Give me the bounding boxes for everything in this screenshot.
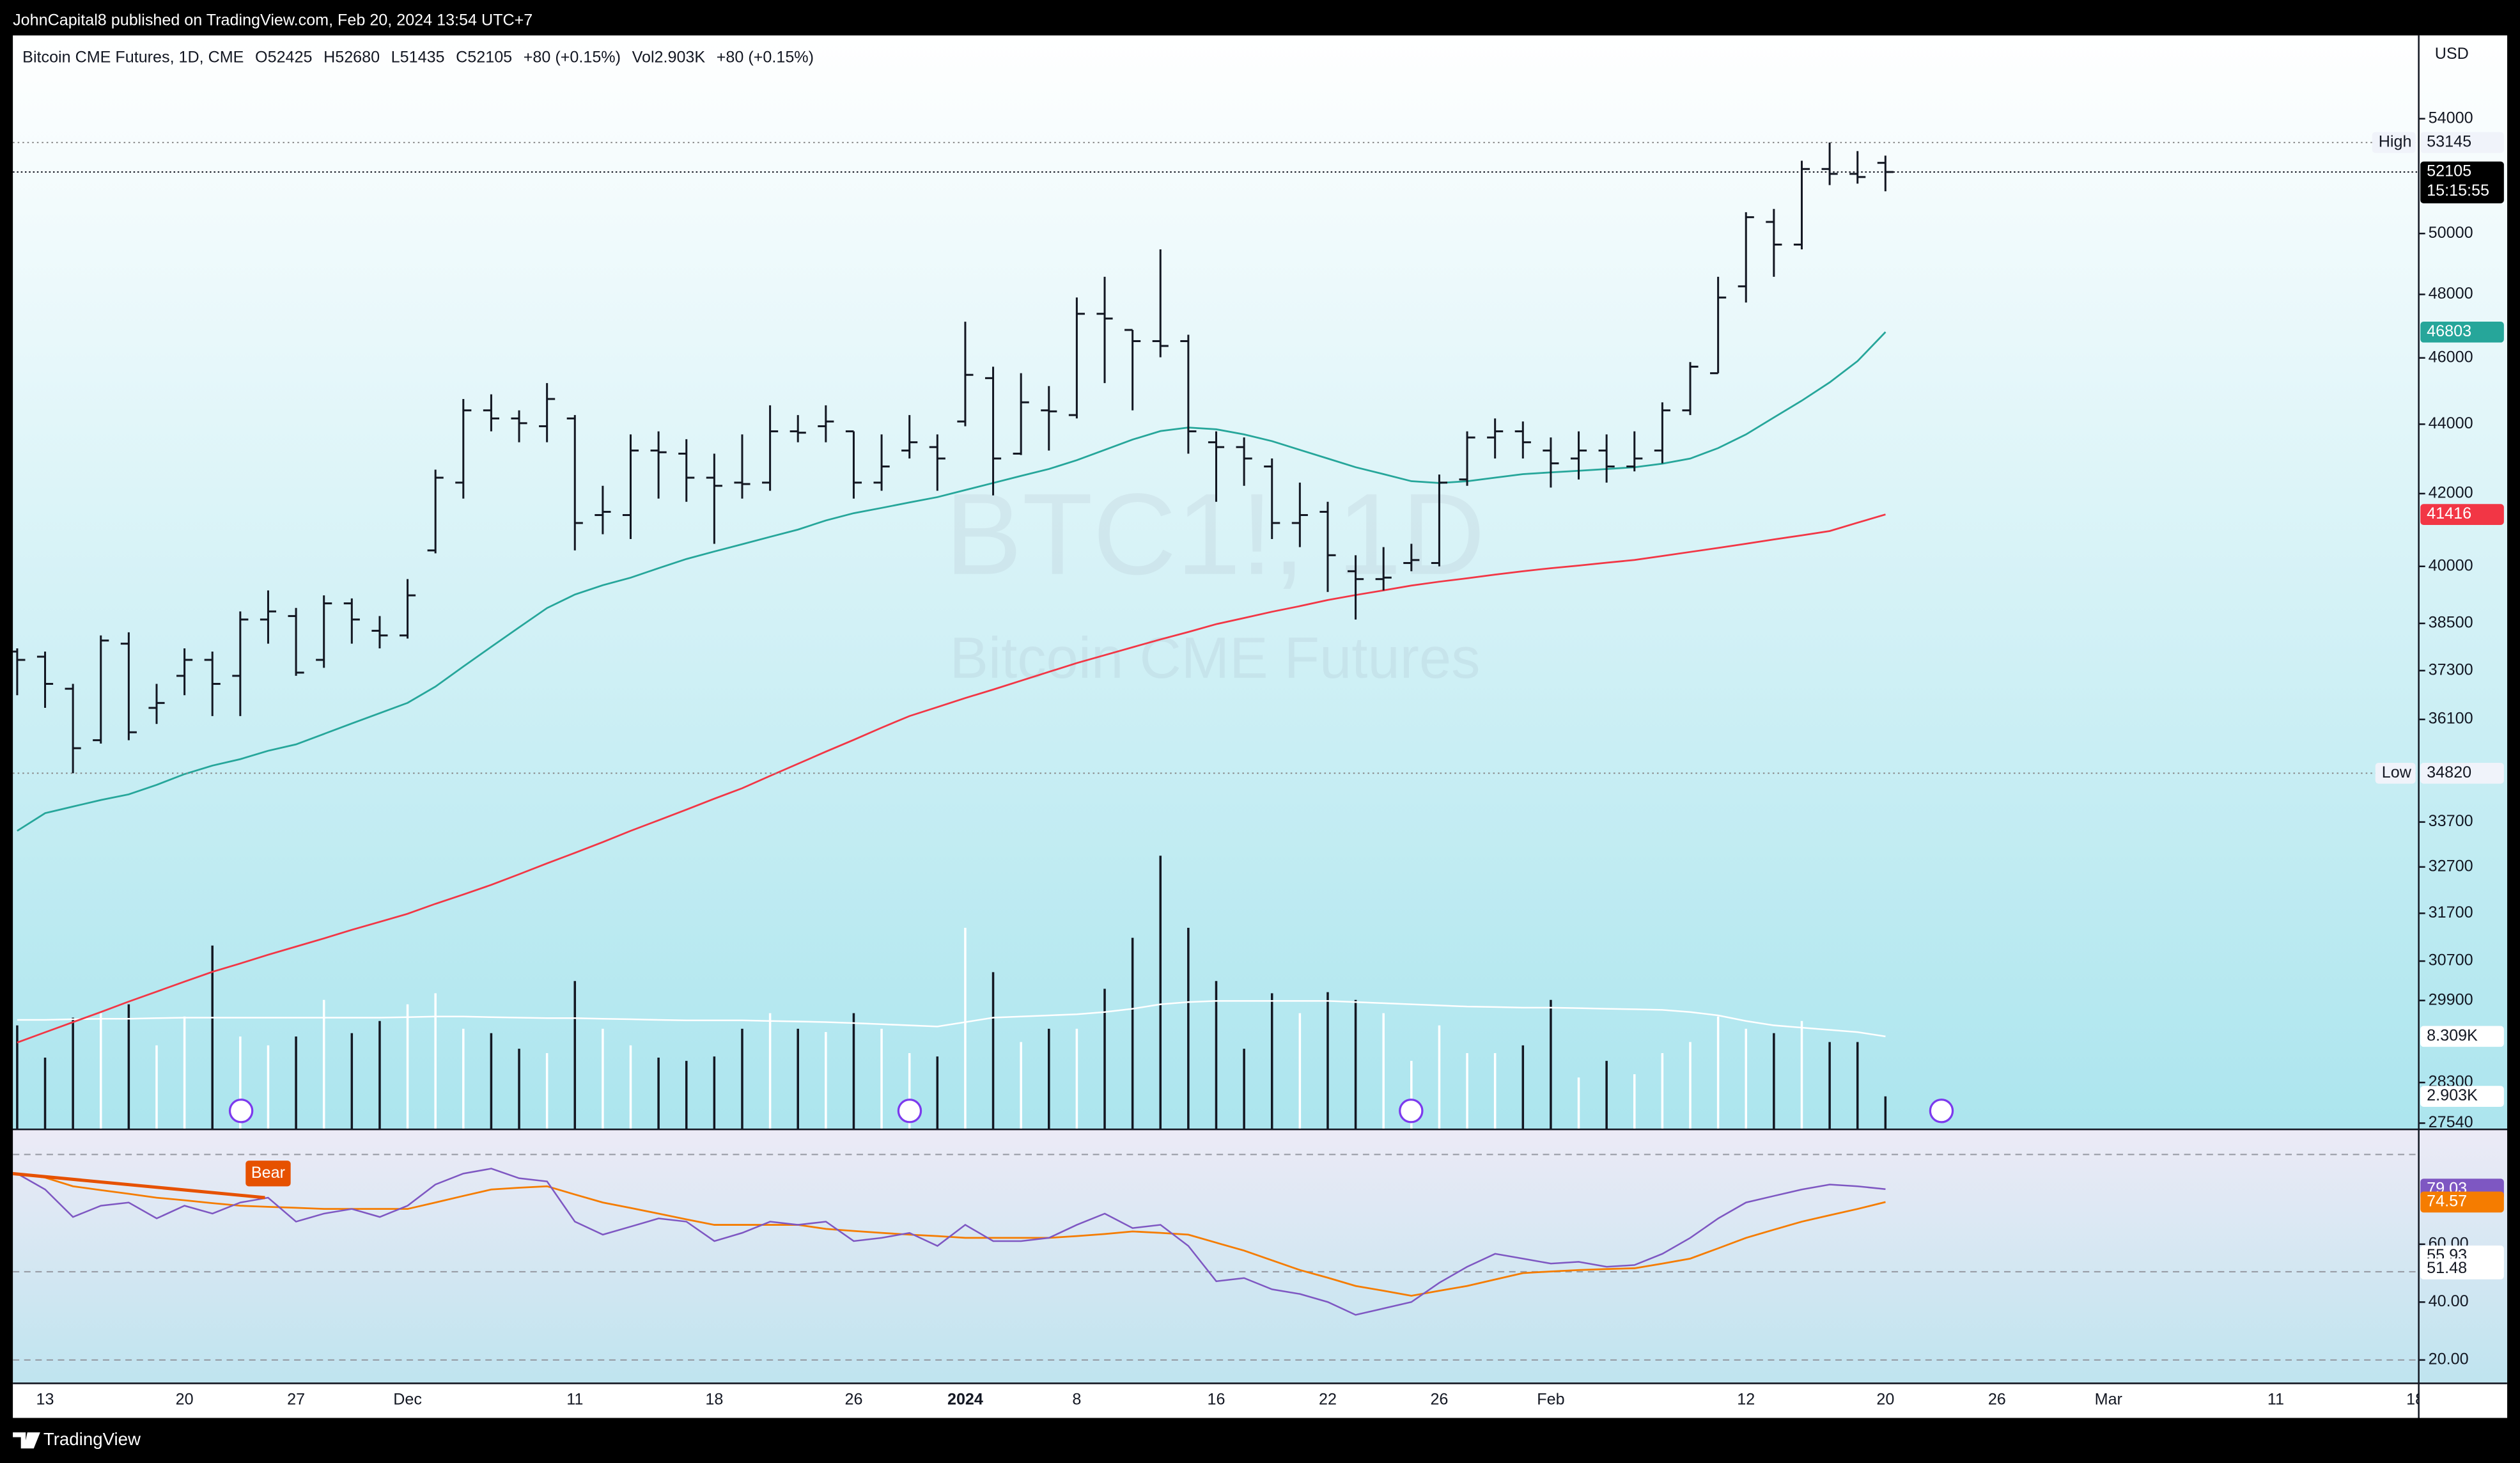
x-tick-label: 26 bbox=[1430, 1390, 1448, 1408]
event-icons bbox=[228, 1099, 1954, 1123]
volume-ma-value: 8.309K bbox=[2427, 1026, 2478, 1044]
rsi-ma-value-box bbox=[2420, 1191, 2504, 1213]
high-label: High bbox=[2379, 133, 2412, 151]
y-tick-label: 37300 bbox=[2429, 661, 2473, 678]
legend-item: +80 (+0.15%) bbox=[524, 48, 621, 66]
y-tick-label: 42000 bbox=[2429, 484, 2473, 502]
ma-slow-value: 41416 bbox=[2427, 505, 2471, 522]
legend-item: Bitcoin CME Futures, 1D, CME bbox=[22, 48, 244, 66]
low-value-box bbox=[2420, 762, 2504, 784]
x-tick-label: 16 bbox=[1208, 1390, 1225, 1408]
price-axis bbox=[2418, 35, 2507, 1129]
x-tick-label: Dec bbox=[393, 1390, 422, 1408]
x-tick-label: 27 bbox=[287, 1390, 305, 1408]
rsi-ma bbox=[17, 1172, 1886, 1297]
watermark-symbol: BTC1!, 1D bbox=[945, 470, 1485, 599]
legend-item: H52680 bbox=[323, 48, 380, 66]
x-tick-label: 2024 bbox=[947, 1390, 983, 1408]
tv-logo bbox=[13, 1432, 40, 1449]
divergence-line bbox=[13, 1171, 265, 1200]
legend-item: O52425 bbox=[255, 48, 312, 66]
event-icon[interactable] bbox=[1399, 1099, 1424, 1123]
legend-item: L51435 bbox=[391, 48, 445, 66]
annotation-box bbox=[245, 1161, 291, 1187]
y-tick-label: 50000 bbox=[2429, 224, 2473, 242]
x-tick-label: 11 bbox=[2267, 1390, 2284, 1408]
annotation: Bear bbox=[251, 1164, 285, 1182]
y-tick-label: 29900 bbox=[2429, 990, 2473, 1008]
x-axis: 13 20 27 Dec 11 18 26 2024 8 16 22 26 Feb 12 20 26 Mar 11… bbox=[36, 1390, 2425, 1408]
last-price-box bbox=[2420, 161, 2504, 204]
low-value: 34820 bbox=[2427, 763, 2471, 781]
y-tick-label: 44000 bbox=[2429, 414, 2473, 432]
y-axis: 54000 50000 48000 46000 44000 42000 40000 38500… bbox=[2372, 109, 2504, 1368]
y-tick-label: 33700 bbox=[2429, 812, 2473, 830]
x-tick-label: 11 bbox=[566, 1390, 583, 1408]
y-tick-label: 30700 bbox=[2429, 951, 2473, 969]
countdown: 15:15:55 bbox=[2427, 182, 2489, 199]
rsi-tick-label: 20.00 bbox=[2429, 1350, 2469, 1368]
rsi-extra-label-box bbox=[2420, 1258, 2504, 1279]
volume-ma bbox=[17, 1000, 1886, 1038]
axis-corner bbox=[2418, 1382, 2507, 1418]
currency: USD bbox=[2435, 45, 2469, 63]
legend: Bitcoin CME Futures, 1D, CME O52425 H52680… bbox=[22, 48, 814, 66]
rsi-ma-value: 74.57 bbox=[2427, 1193, 2467, 1210]
x-tick-label: 8 bbox=[1072, 1390, 1081, 1408]
high-value: 53145 bbox=[2427, 133, 2471, 151]
x-tick-label: 26 bbox=[1988, 1390, 2006, 1408]
watermark-name: Bitcoin CME Futures bbox=[950, 626, 1481, 691]
x-tick-label: Mar bbox=[2095, 1390, 2122, 1408]
y-tick-label: 36100 bbox=[2429, 710, 2473, 728]
low-label-box bbox=[2375, 762, 2416, 784]
rsi-plot: BearBear bbox=[13, 1154, 2419, 1361]
ma-fast-value-box bbox=[2420, 321, 2504, 343]
volume-ma-value-box bbox=[2420, 1026, 2504, 1047]
ma-fast-value: 46803 bbox=[2427, 322, 2471, 340]
last-price: 52105 bbox=[2427, 162, 2471, 180]
ma-slow bbox=[17, 513, 1886, 1044]
x-tick-label: 26 bbox=[844, 1390, 862, 1408]
footer-brand: TradingView bbox=[43, 1429, 141, 1449]
rsi-line bbox=[17, 1168, 1886, 1316]
volume-value: 2.903K bbox=[2427, 1086, 2478, 1104]
price-plot bbox=[13, 141, 2419, 1129]
y-tick-label: 31700 bbox=[2429, 904, 2473, 921]
main-pane bbox=[13, 35, 2507, 1129]
x-tick-label: 18 bbox=[705, 1390, 723, 1408]
low-label: Low bbox=[2382, 763, 2412, 781]
rsi-extra-label: 51.48 bbox=[2427, 1259, 2467, 1277]
x-tick-label: 20 bbox=[176, 1390, 194, 1408]
legend-item: C52105 bbox=[456, 48, 512, 66]
y-tick-label: 40000 bbox=[2429, 556, 2473, 574]
legend-item: Vol2.903K bbox=[632, 48, 706, 66]
x-tick-label: 22 bbox=[1319, 1390, 1337, 1408]
ma-slow-value-box bbox=[2420, 504, 2504, 525]
high-label-box bbox=[2372, 132, 2416, 153]
y-tick-label: 46000 bbox=[2429, 348, 2473, 366]
high-value-box bbox=[2420, 132, 2504, 153]
time-axis bbox=[13, 1382, 2507, 1418]
x-tick-label: 12 bbox=[1737, 1390, 1755, 1408]
event-icon[interactable] bbox=[228, 1099, 254, 1123]
publisher: JohnCapital8 published on TradingView.co… bbox=[13, 11, 533, 29]
legend-item: +80 (+0.15%) bbox=[717, 48, 814, 66]
event-icon[interactable] bbox=[1929, 1099, 1954, 1123]
x-tick-label: Feb bbox=[1537, 1390, 1564, 1408]
ma-fast bbox=[17, 331, 1886, 832]
y-tick-label: 54000 bbox=[2429, 109, 2473, 127]
volume-value-box bbox=[2420, 1086, 2504, 1107]
rsi-tick-label: 40.00 bbox=[2429, 1292, 2469, 1310]
y-tick-label: 48000 bbox=[2429, 285, 2473, 302]
x-tick-label: 13 bbox=[36, 1390, 54, 1408]
y-tick-label: 38500 bbox=[2429, 614, 2473, 632]
y-tick-label: 32700 bbox=[2429, 857, 2473, 875]
x-tick-label: 20 bbox=[1876, 1390, 1894, 1408]
event-icon[interactable] bbox=[897, 1099, 922, 1123]
watermark: BTC1!, 1D Bitcoin CME Futures bbox=[945, 470, 1485, 691]
y-tick-label: 27540 bbox=[2429, 1113, 2473, 1131]
